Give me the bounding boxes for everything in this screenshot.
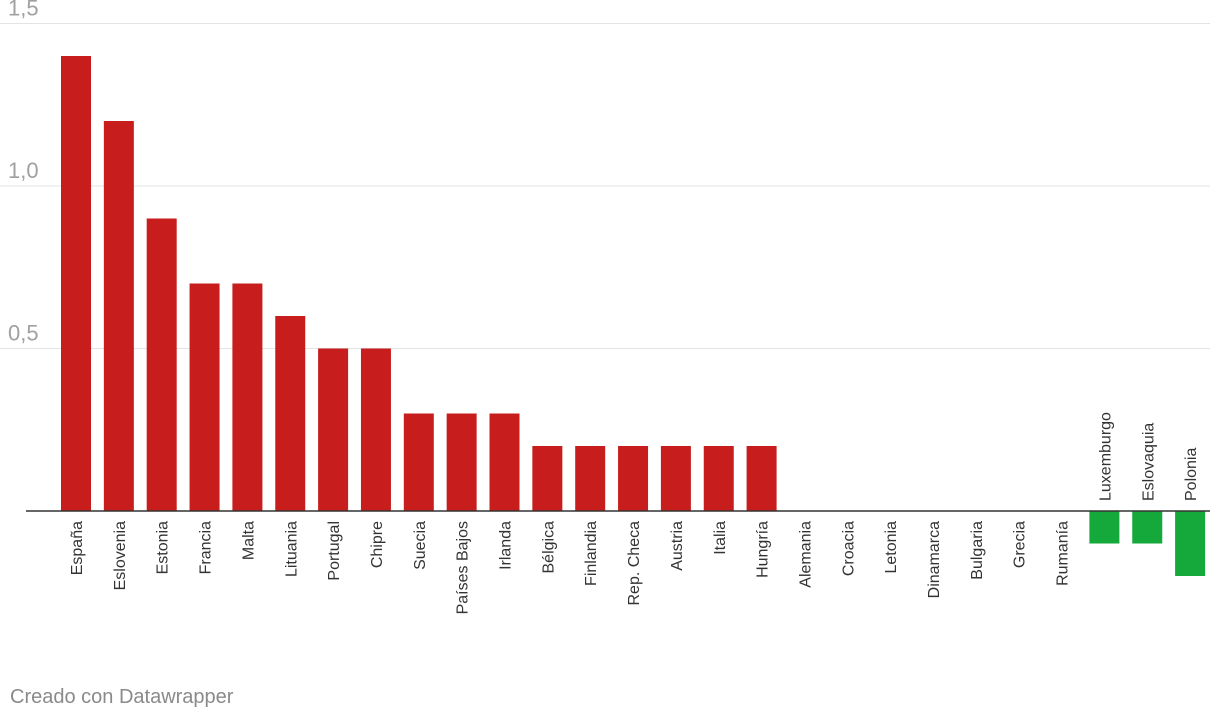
category-label: Polonia xyxy=(1183,448,1200,501)
bar xyxy=(232,283,263,511)
category-label: Austria xyxy=(669,521,686,571)
credit-text: Creado con Datawrapper xyxy=(10,686,234,708)
bar xyxy=(146,218,177,511)
bar xyxy=(103,121,134,511)
y-tick-label: 0,5 xyxy=(8,321,39,346)
category-label: Malta xyxy=(240,521,257,560)
y-tick-label: 1,0 xyxy=(8,158,39,183)
category-labels: España Eslovenia Estonia Francia Malta Lituan… xyxy=(69,412,1200,614)
category-label: Rep. Checa xyxy=(626,521,643,606)
bar xyxy=(703,446,734,511)
category-label: Irlanda xyxy=(498,521,515,570)
category-label: Francia xyxy=(198,521,215,574)
category-label: Eslovaquia xyxy=(1140,423,1157,501)
category-label: Alemania xyxy=(797,521,814,588)
category-label: Grecia xyxy=(1012,521,1029,568)
bar xyxy=(189,283,220,511)
bar xyxy=(61,56,91,511)
bar xyxy=(575,446,606,511)
category-label: Eslovenia xyxy=(112,521,129,590)
y-axis-ticks: 0,5 1,0 1,5 xyxy=(8,0,39,346)
bar xyxy=(489,413,520,511)
category-label: Rumanía xyxy=(1055,521,1072,586)
bar xyxy=(275,316,306,511)
bar xyxy=(660,446,691,511)
y-tick-label: 1,5 xyxy=(8,0,39,21)
bars xyxy=(61,56,1206,576)
bar xyxy=(1175,511,1206,576)
category-label: Luxemburgo xyxy=(1097,412,1114,501)
category-label: Letonia xyxy=(883,521,900,574)
category-label: Bélgica xyxy=(540,521,557,574)
category-label: Croacia xyxy=(840,521,857,576)
bar xyxy=(746,446,777,511)
bar xyxy=(318,348,349,511)
bar xyxy=(1132,511,1163,544)
bar xyxy=(532,446,563,511)
category-label: Italia xyxy=(712,521,729,555)
bar xyxy=(403,413,434,511)
category-label: Suecia xyxy=(412,521,429,570)
category-label: Dinamarca xyxy=(926,521,943,598)
bar xyxy=(360,348,391,511)
category-label: Bulgaria xyxy=(969,521,986,580)
category-label: Portugal xyxy=(326,521,343,581)
category-label: Lituania xyxy=(283,521,300,577)
category-label: Chipre xyxy=(369,521,386,568)
category-label: Finlandia xyxy=(583,521,600,586)
gridlines xyxy=(0,23,1210,349)
bar xyxy=(1089,511,1120,544)
category-label: Estonia xyxy=(155,521,172,574)
category-label: Hungría xyxy=(755,521,772,578)
category-label: España xyxy=(69,521,86,575)
bar xyxy=(618,446,649,511)
category-label: Países Bajos xyxy=(455,521,472,614)
bar xyxy=(446,413,477,511)
